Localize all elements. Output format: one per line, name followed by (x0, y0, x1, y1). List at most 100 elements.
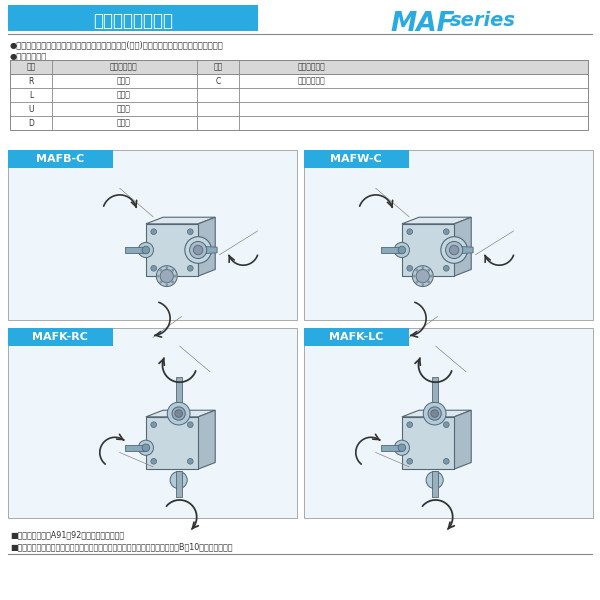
Text: MAFW-C: MAFW-C (330, 154, 382, 164)
Circle shape (443, 458, 449, 464)
Polygon shape (432, 470, 437, 497)
Polygon shape (176, 377, 182, 402)
Polygon shape (146, 410, 215, 417)
Polygon shape (432, 377, 437, 402)
Polygon shape (454, 410, 471, 469)
Text: 軸配置と回転方向: 軸配置と回転方向 (93, 12, 173, 30)
Circle shape (166, 266, 168, 269)
Text: 左　側: 左 側 (117, 91, 131, 100)
Circle shape (185, 236, 211, 263)
Circle shape (142, 246, 149, 254)
Text: ●軸配置の記号: ●軸配置の記号 (10, 52, 47, 61)
Polygon shape (198, 217, 215, 276)
Bar (8, 328, 113, 346)
Polygon shape (402, 410, 471, 417)
Circle shape (160, 281, 162, 284)
Polygon shape (402, 224, 454, 276)
Circle shape (157, 275, 160, 278)
Polygon shape (125, 247, 146, 253)
Text: 上　側: 上 側 (117, 104, 131, 113)
Polygon shape (176, 470, 182, 497)
Circle shape (407, 422, 413, 428)
Text: U: U (28, 104, 34, 113)
Bar (10, 60, 588, 130)
Circle shape (398, 246, 406, 254)
Bar (10, 60, 588, 74)
Circle shape (166, 283, 168, 286)
Text: 下　側: 下 側 (117, 118, 131, 127)
Text: 右　側: 右 側 (117, 76, 131, 85)
Bar (8, 5, 258, 31)
Circle shape (151, 458, 157, 464)
Bar (304, 328, 409, 346)
Circle shape (421, 266, 424, 269)
Bar (304, 150, 593, 320)
Circle shape (415, 269, 418, 272)
Circle shape (443, 229, 449, 235)
Circle shape (412, 266, 433, 287)
Circle shape (430, 275, 433, 278)
Polygon shape (381, 445, 402, 451)
Circle shape (151, 422, 157, 428)
Circle shape (443, 422, 449, 428)
Circle shape (138, 242, 154, 257)
Circle shape (446, 241, 463, 259)
Text: MAFB-C: MAFB-C (36, 154, 84, 164)
Circle shape (138, 440, 154, 455)
Circle shape (427, 269, 430, 272)
Text: 出力軸の方向: 出力軸の方向 (297, 62, 325, 71)
Circle shape (157, 266, 177, 287)
Circle shape (441, 236, 467, 263)
Text: ●軸配置は入力軸またはモータを手前にして出力軸(青色)の出ている方向で決定して下さい。: ●軸配置は入力軸またはモータを手前にして出力軸(青色)の出ている方向で決定して下… (10, 40, 224, 49)
Circle shape (428, 407, 442, 420)
Polygon shape (125, 445, 146, 451)
Polygon shape (454, 217, 471, 276)
Polygon shape (146, 417, 198, 469)
Circle shape (415, 281, 418, 284)
Polygon shape (402, 417, 454, 469)
Text: MAF: MAF (390, 11, 455, 37)
Polygon shape (198, 246, 217, 254)
Circle shape (443, 265, 449, 271)
Polygon shape (454, 246, 473, 254)
Bar (8, 150, 113, 168)
Circle shape (421, 283, 424, 286)
Circle shape (190, 241, 206, 259)
Text: MAFK-RC: MAFK-RC (32, 332, 88, 342)
Polygon shape (402, 217, 471, 224)
Text: series: series (450, 11, 516, 30)
Circle shape (423, 402, 446, 425)
Bar (304, 328, 593, 518)
Text: 記号: 記号 (214, 62, 223, 71)
Text: 出力軸の方向: 出力軸の方向 (110, 62, 138, 71)
Polygon shape (146, 217, 215, 224)
Polygon shape (146, 224, 198, 276)
Circle shape (431, 410, 439, 418)
Circle shape (407, 458, 413, 464)
Circle shape (187, 422, 193, 428)
Circle shape (394, 242, 409, 257)
Circle shape (449, 245, 459, 255)
Circle shape (172, 269, 174, 272)
Circle shape (427, 281, 430, 284)
Circle shape (151, 265, 157, 271)
Bar (304, 150, 409, 168)
Circle shape (193, 245, 203, 255)
Circle shape (187, 229, 193, 235)
Circle shape (187, 265, 193, 271)
Bar (8, 150, 297, 320)
Text: MAFK-LC: MAFK-LC (329, 332, 383, 342)
Circle shape (187, 458, 193, 464)
Circle shape (175, 410, 182, 418)
Circle shape (151, 229, 157, 235)
Circle shape (407, 229, 413, 235)
Polygon shape (198, 410, 215, 469)
Circle shape (426, 472, 443, 488)
Text: 出力軸回転軸: 出力軸回転軸 (297, 76, 325, 85)
Polygon shape (381, 247, 402, 253)
Circle shape (172, 407, 185, 420)
Circle shape (160, 269, 173, 283)
Circle shape (394, 440, 409, 455)
Text: L: L (29, 91, 33, 100)
Circle shape (416, 269, 430, 283)
